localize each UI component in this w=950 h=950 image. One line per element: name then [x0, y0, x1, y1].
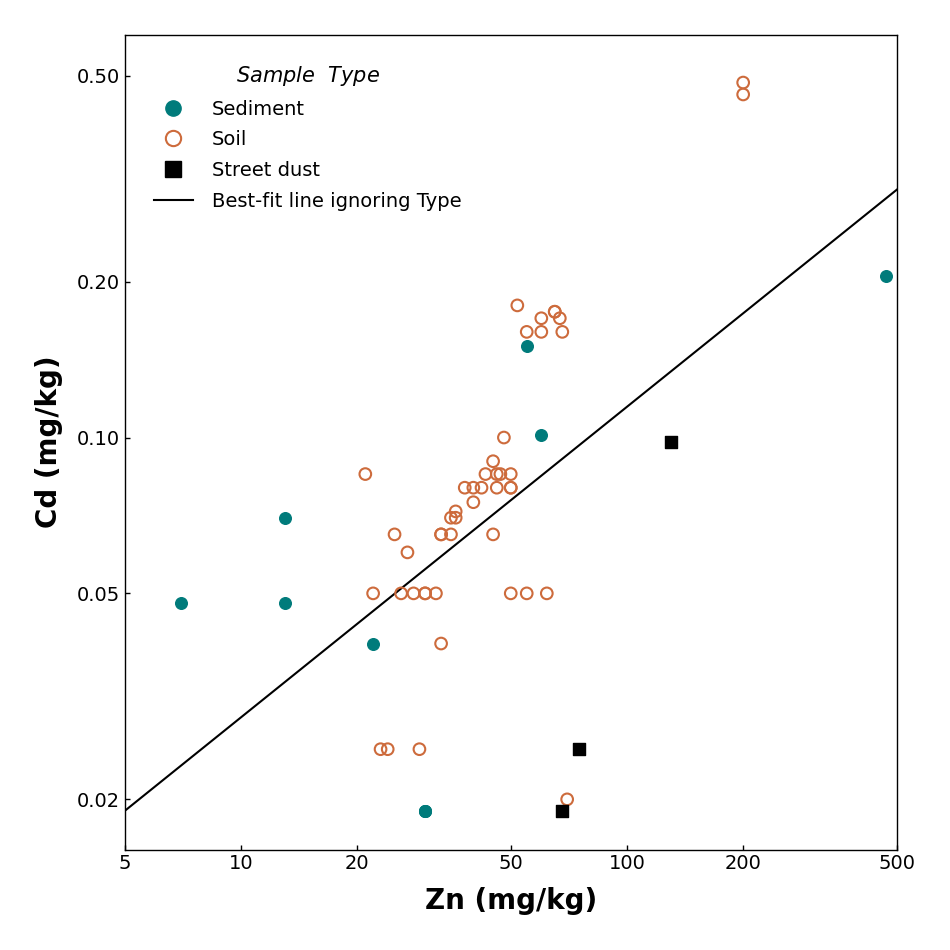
Soil: [466, 495, 481, 510]
Sediment: [174, 595, 189, 610]
Soil: [504, 586, 519, 601]
Soil: [547, 304, 562, 319]
Soil: [444, 527, 459, 542]
Soil: [496, 430, 511, 446]
Soil: [457, 480, 472, 495]
Soil: [485, 453, 501, 468]
Soil: [373, 742, 389, 757]
Soil: [485, 527, 501, 542]
Soil: [504, 480, 519, 495]
Soil: [433, 527, 448, 542]
Sediment: [417, 804, 432, 819]
Soil: [504, 480, 519, 495]
Soil: [493, 466, 508, 482]
Soil: [400, 544, 415, 560]
Soil: [489, 466, 504, 482]
Soil: [474, 480, 489, 495]
Sediment: [519, 339, 534, 354]
Soil: [448, 504, 464, 519]
Sediment: [879, 269, 894, 284]
Soil: [510, 297, 525, 313]
Soil: [735, 86, 751, 102]
Soil: [478, 466, 493, 482]
Soil: [366, 586, 381, 601]
Soil: [466, 480, 481, 495]
Soil: [406, 586, 421, 601]
Soil: [393, 586, 408, 601]
Soil: [489, 480, 504, 495]
Soil: [540, 586, 555, 601]
Soil: [534, 324, 549, 339]
Soil: [534, 311, 549, 326]
Soil: [412, 742, 428, 757]
Soil: [428, 586, 444, 601]
Soil: [504, 466, 519, 482]
Soil: [417, 586, 432, 601]
Legend: Sediment, Soil, Street dust, Best-fit line ignoring Type: Sediment, Soil, Street dust, Best-fit li…: [135, 45, 482, 230]
Street dust: [555, 804, 570, 819]
Soil: [552, 311, 567, 326]
Soil: [547, 304, 562, 319]
Soil: [433, 527, 448, 542]
Soil: [519, 586, 534, 601]
Sediment: [366, 636, 381, 651]
Soil: [555, 324, 570, 339]
X-axis label: Zn (mg/kg): Zn (mg/kg): [425, 887, 597, 915]
Soil: [448, 510, 464, 525]
Sediment: [277, 510, 293, 525]
Soil: [433, 636, 448, 651]
Soil: [444, 510, 459, 525]
Y-axis label: Cd (mg/kg): Cd (mg/kg): [35, 356, 63, 528]
Soil: [358, 466, 373, 482]
Sediment: [277, 595, 293, 610]
Street dust: [571, 742, 586, 757]
Street dust: [663, 434, 678, 449]
Soil: [519, 324, 534, 339]
Soil: [380, 742, 395, 757]
Soil: [417, 586, 432, 601]
Sediment: [534, 428, 549, 443]
Soil: [735, 75, 751, 90]
Soil: [387, 527, 402, 542]
Sediment: [417, 804, 432, 819]
Sediment: [417, 804, 432, 819]
Soil: [560, 791, 575, 807]
